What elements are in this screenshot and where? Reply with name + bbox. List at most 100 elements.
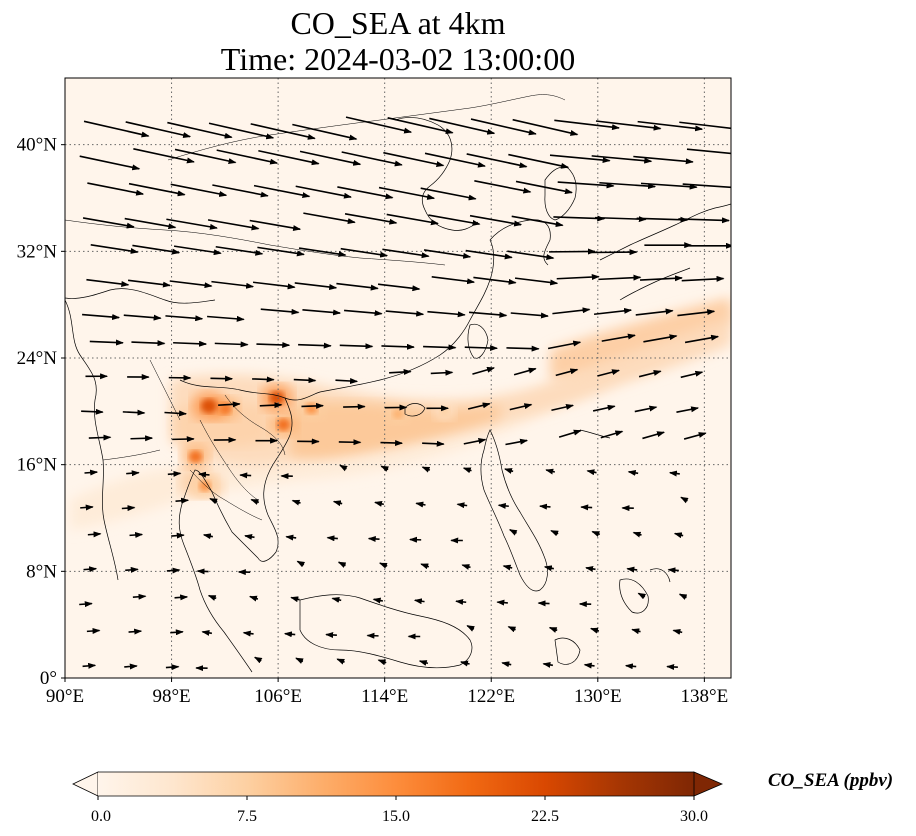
wind-arrow xyxy=(508,153,570,169)
wind-arrow xyxy=(554,119,620,131)
wind-arrow xyxy=(595,120,662,131)
wind-arrow xyxy=(627,469,639,476)
wind-arrow xyxy=(216,149,279,165)
lat-tick-label: 24°N xyxy=(17,348,58,369)
co-hotspot xyxy=(392,409,404,419)
wind-arrow xyxy=(174,594,189,601)
co-hotspot xyxy=(305,403,318,415)
wind-arrow xyxy=(88,434,112,441)
wind-arrow xyxy=(207,219,260,231)
wind-arrow xyxy=(259,402,283,409)
wind-arrow xyxy=(591,530,601,537)
wind-arrow xyxy=(510,312,549,319)
wind-arrow xyxy=(82,217,135,229)
wind-arrow xyxy=(635,308,674,316)
wind-arrow xyxy=(423,249,472,259)
wind-arrow xyxy=(505,438,529,446)
wind-arrow xyxy=(131,340,166,347)
colorbar-gradient xyxy=(98,772,694,796)
colorbar-ticks: 0.0 7.5 15.0 22.5 30.0 xyxy=(91,796,708,825)
colorbar-tick-label: 15.0 xyxy=(382,808,410,825)
wind-arrow xyxy=(456,502,468,509)
wind-arrow xyxy=(239,472,252,479)
wind-arrow xyxy=(250,123,316,140)
wind-arrow xyxy=(380,465,389,472)
wind-arrow xyxy=(586,469,597,476)
wind-arrow xyxy=(244,533,255,540)
wind-arrow xyxy=(325,632,337,638)
wind-arrow xyxy=(344,309,383,317)
wind-arrow xyxy=(666,664,678,670)
wind-arrow xyxy=(121,505,136,512)
wind-arrow xyxy=(556,274,600,281)
wind-arrow xyxy=(509,403,533,411)
wind-arrow xyxy=(421,466,431,473)
colorbar-tick-label: 0.0 xyxy=(91,808,111,825)
map-title: CO_SEA at 4km xyxy=(290,5,506,41)
co-hotspot xyxy=(188,450,203,463)
wind-arrow xyxy=(551,404,575,412)
wind-arrow xyxy=(589,627,600,634)
wind-arrow xyxy=(634,405,658,413)
wind-arrow xyxy=(252,376,275,383)
wind-arrow xyxy=(125,566,139,573)
wind-arrow xyxy=(418,660,429,666)
wind-arrow xyxy=(242,630,254,637)
lat-tick-label: 0° xyxy=(40,668,57,689)
wind-arrow xyxy=(626,566,638,573)
wind-arrow xyxy=(548,626,558,633)
wind-arrow xyxy=(340,247,389,258)
wind-arrow xyxy=(387,117,454,135)
wind-arrow xyxy=(128,628,143,635)
wind-arrow xyxy=(170,183,228,197)
wind-arrow xyxy=(249,219,302,231)
lon-tick-label: 130°E xyxy=(574,686,622,707)
wind-arrow xyxy=(424,152,486,168)
lat-tick-label: 32°N xyxy=(17,241,58,262)
co-hotspot xyxy=(198,480,211,492)
colorbar-tick-label: 22.5 xyxy=(531,808,559,825)
wind-arrow xyxy=(550,529,559,537)
wind-arrow xyxy=(643,334,678,343)
wind-arrow xyxy=(381,343,415,350)
wind-arrow xyxy=(124,217,177,230)
wind-arrow xyxy=(420,187,477,201)
wind-arrow xyxy=(201,629,213,636)
wind-arrow xyxy=(681,275,725,282)
wind-arrow xyxy=(467,402,491,410)
wind-arrow xyxy=(166,218,218,230)
wind-arrow xyxy=(303,212,356,225)
wind-vectors xyxy=(79,116,731,672)
wind-arrow xyxy=(127,279,171,288)
wind-arrow xyxy=(557,181,615,189)
wind-arrow xyxy=(256,341,291,348)
wind-arrow xyxy=(377,659,387,666)
wind-arrow xyxy=(508,529,518,536)
wind-arrow xyxy=(507,625,517,633)
wind-arrow xyxy=(672,628,683,635)
wind-arrow xyxy=(197,471,210,478)
wind-arrow xyxy=(543,565,555,572)
wind-arrow xyxy=(332,500,343,507)
wind-arrow xyxy=(331,596,342,603)
map-axes: 90°E 98°E 106°E 114°E 122°E 130°E 138°E 0° 8°N 16… xyxy=(17,135,729,707)
wind-arrow xyxy=(549,154,611,164)
wind-arrow xyxy=(345,116,413,134)
wind-arrow xyxy=(128,182,186,197)
wind-arrow xyxy=(673,532,684,539)
wind-arrow xyxy=(208,122,275,140)
wind-arrow xyxy=(258,149,320,166)
wind-arrow xyxy=(593,307,633,316)
wind-arrow xyxy=(591,155,653,164)
wind-arrow xyxy=(377,283,421,292)
wind-arrow xyxy=(87,182,145,196)
wind-arrow xyxy=(470,118,537,136)
wind-arrow xyxy=(380,440,404,447)
colorbar: 0.0 7.5 15.0 22.5 30.0 xyxy=(72,771,724,825)
wind-arrow xyxy=(465,249,513,260)
wind-arrow xyxy=(126,470,140,477)
wind-arrow xyxy=(496,599,508,606)
wind-arrow xyxy=(196,568,209,575)
wind-arrow xyxy=(631,628,641,635)
wind-arrow xyxy=(469,311,508,318)
